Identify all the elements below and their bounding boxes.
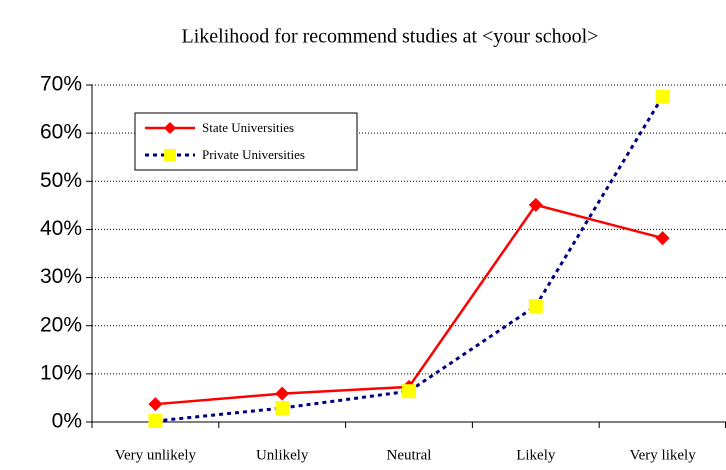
x-tick-label: Likely xyxy=(516,447,556,463)
data-point xyxy=(655,89,670,104)
y-tick-label: 0% xyxy=(52,410,82,433)
y-tick-label: 70% xyxy=(40,73,82,96)
x-tick-label: Neutral xyxy=(387,447,432,463)
data-point xyxy=(148,414,163,429)
y-tick-label: 20% xyxy=(40,313,82,336)
y-tick-label: 40% xyxy=(40,217,82,240)
data-point xyxy=(148,397,163,412)
x-tick-label: Very likely xyxy=(629,447,696,463)
legend-marker xyxy=(164,149,176,161)
data-point xyxy=(528,197,543,212)
y-tick-label: 10% xyxy=(40,361,82,384)
series-line xyxy=(155,203,663,406)
data-point xyxy=(528,298,543,313)
y-tick-label: 60% xyxy=(40,121,82,144)
legend-marker xyxy=(164,122,176,134)
data-point xyxy=(402,384,416,399)
series-line xyxy=(155,95,664,423)
chart-title: Likelihood for recommend studies at <you… xyxy=(182,26,599,48)
y-tick-label: 50% xyxy=(40,169,82,192)
x-tick-label: Unlikely xyxy=(256,447,309,463)
data-point xyxy=(655,231,670,246)
data-point xyxy=(275,386,290,401)
y-tick-label: 30% xyxy=(40,265,82,288)
x-tick-label: Very unlikely xyxy=(115,447,197,463)
legend-label: Private Universities xyxy=(202,147,305,162)
data-point xyxy=(275,401,290,416)
legend-label: State Universities xyxy=(202,120,294,135)
